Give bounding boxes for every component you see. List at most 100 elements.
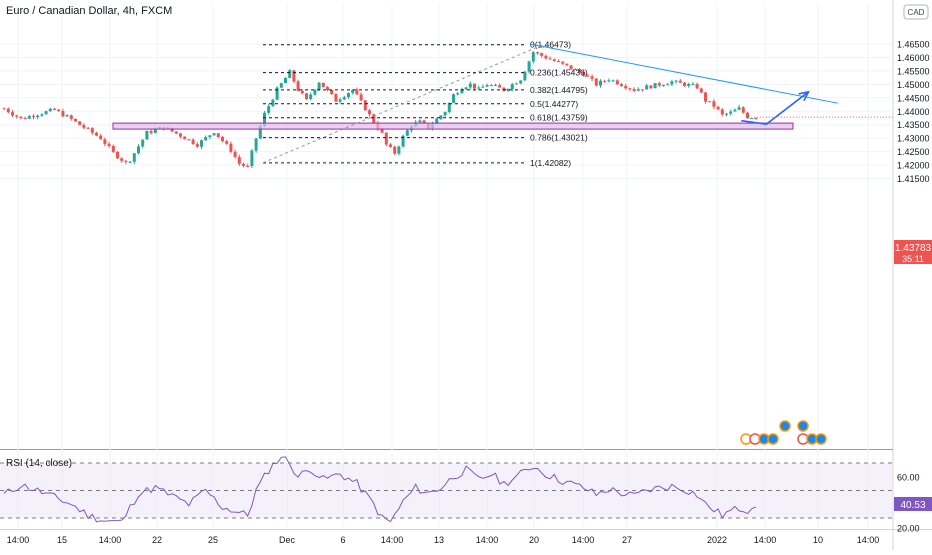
candle-body <box>330 90 334 95</box>
candle-body <box>527 61 531 72</box>
candle-body <box>267 106 271 113</box>
candle-body <box>271 99 275 107</box>
candle-body <box>695 84 699 89</box>
candle-body <box>519 80 523 84</box>
candle-body <box>351 89 355 94</box>
candle-body <box>355 89 359 95</box>
candle-body <box>19 116 23 119</box>
time-tick-label: 10 <box>813 535 823 545</box>
candle-body <box>48 108 52 112</box>
candle-body <box>107 144 111 146</box>
event-icon[interactable] <box>797 420 809 432</box>
candle-body <box>65 115 69 117</box>
candle-body <box>674 80 678 82</box>
candle-body <box>212 133 216 136</box>
candle-body <box>393 146 397 154</box>
candle-body <box>237 156 241 164</box>
axes-layer: 1.46500 1.46000 1.45500 1.45000 1.44500 1.440… <box>7 40 930 546</box>
candle-body <box>359 94 363 101</box>
economic-events-row[interactable] <box>740 420 827 445</box>
last-price-label: 1.43783 35:11 <box>894 240 932 264</box>
candle-body <box>422 120 426 124</box>
candle-body <box>716 106 720 110</box>
candle-body <box>401 135 405 147</box>
time-tick-label: Dec <box>279 535 296 545</box>
candle-body <box>477 87 481 89</box>
candle-body <box>6 108 10 113</box>
descending-trendline <box>531 43 838 104</box>
candle-body <box>489 85 493 87</box>
chart-title: Euro / Canadian Dollar, 4h, FXCM <box>6 5 172 17</box>
candle-body <box>229 143 233 152</box>
candle-body <box>670 81 674 85</box>
candle-body <box>145 131 149 140</box>
candle-body <box>288 70 292 78</box>
candle-body <box>342 97 346 100</box>
candle-body <box>384 132 388 145</box>
time-tick-label: 14:00 <box>7 535 30 545</box>
event-icon[interactable] <box>767 433 779 445</box>
candle-body <box>699 88 703 93</box>
candle-body <box>456 93 460 95</box>
candle-body <box>607 80 611 82</box>
event-icon[interactable] <box>779 420 791 432</box>
candle-body <box>439 115 443 119</box>
candle-body <box>23 118 27 120</box>
candle-body <box>594 78 598 86</box>
time-tick-label: 14:00 <box>476 535 499 545</box>
candle-body <box>57 109 61 112</box>
candle-body <box>292 70 296 82</box>
price-tick-label: 1.44000 <box>897 107 930 117</box>
last-price-value: 1.43783 <box>895 243 932 254</box>
candle-body <box>195 144 199 147</box>
rsi-label: RSI (14, close) <box>6 458 72 469</box>
candle-body <box>141 139 145 147</box>
candle-body <box>473 83 476 89</box>
candle-body <box>666 84 670 86</box>
candle-body <box>464 87 468 90</box>
candle-body <box>132 153 136 162</box>
candle-body <box>578 69 581 72</box>
price-tick-label: 1.43500 <box>897 120 930 130</box>
candle-body <box>254 138 258 151</box>
candle-body <box>225 141 229 144</box>
candle-body <box>624 86 628 89</box>
candle-body <box>506 88 510 91</box>
price-tick-label: 1.46000 <box>897 53 930 63</box>
candle-body <box>397 146 401 154</box>
candle-body <box>246 165 250 167</box>
candle-body <box>204 137 208 141</box>
candle-body <box>460 89 464 94</box>
candle-body <box>317 82 321 90</box>
candle-body <box>582 71 586 76</box>
candle-body <box>368 110 371 115</box>
candle-body <box>179 133 182 137</box>
currency-badge-label: CAD <box>908 8 925 17</box>
candle-body <box>61 111 65 117</box>
rsi-band <box>0 463 893 518</box>
time-tick-label: 14:00 <box>99 535 122 545</box>
fib-level-label: 0.236(1.45436) <box>530 68 588 78</box>
candle-body <box>40 114 44 116</box>
candle-body <box>523 71 527 81</box>
candle-body <box>69 115 73 119</box>
fib-level-label: 0.618(1.43759) <box>530 113 588 123</box>
candle-body <box>544 55 548 59</box>
candle-body <box>662 85 665 87</box>
candle-body <box>754 118 758 120</box>
candle-body <box>124 160 128 162</box>
projection-arrowhead <box>798 90 810 102</box>
candle-body <box>452 94 455 103</box>
candle-body <box>729 111 733 114</box>
candle-body <box>372 114 376 123</box>
time-tick-label: 14:00 <box>857 535 880 545</box>
candle-body <box>191 139 195 145</box>
event-icon[interactable] <box>815 433 827 445</box>
candle-body <box>737 107 741 110</box>
fib-level-label: 0.5(1.44277) <box>530 99 578 109</box>
candle-body <box>233 151 237 157</box>
candle-body <box>725 113 728 115</box>
candle-body <box>657 83 661 86</box>
currency-badge[interactable]: CAD <box>903 4 929 20</box>
